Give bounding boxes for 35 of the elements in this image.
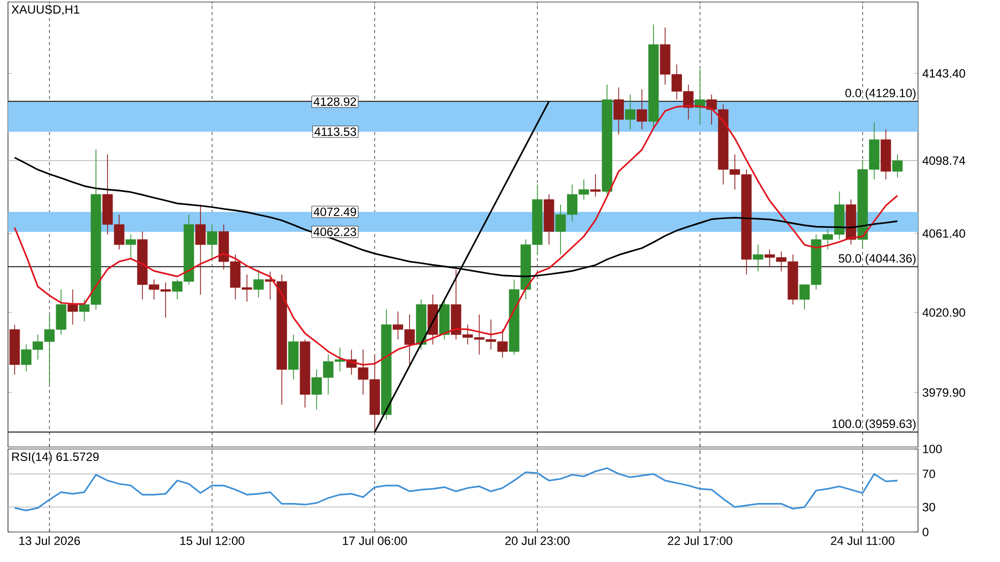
annotation: 4062.23 [314, 228, 356, 236]
x-tick-label: 15 Jul 12:00 [180, 536, 244, 546]
x-tick-label: 13 Jul 2026 [19, 536, 80, 546]
candlestick [590, 174, 601, 197]
y-tick-label: 4061.40 [922, 229, 966, 238]
candlestick [126, 234, 136, 260]
x-tick-label: 22 Jul 17:00 [668, 536, 732, 546]
candlestick [68, 289, 78, 326]
y-tick-label: 30 [922, 502, 936, 512]
candlestick [892, 154, 903, 178]
annotation: 4113.53 [314, 127, 356, 136]
candlestick [195, 204, 206, 295]
ref-line-label: 0.0 (4129.10) [845, 88, 916, 100]
chart-title: RSI(14) 61.5729 [12, 452, 99, 464]
x-tick-label: 20 Jul 23:00 [505, 536, 570, 546]
candlestick [613, 87, 624, 135]
y-tick-label: 4098.74 [922, 156, 966, 165]
annotation: 4128.92 [314, 97, 356, 106]
candlestick [636, 89, 648, 130]
candlestick [625, 94, 636, 130]
y-tick-label: 100 [923, 444, 942, 454]
ref-line-label: 100.0 (3959.63) [832, 419, 916, 430]
candlestick [206, 224, 218, 260]
candlestick [253, 269, 264, 298]
y-tick-label: 70 [922, 470, 936, 478]
x-tick-label: 24 Jul 11:00 [830, 536, 894, 546]
y-tick-label: 3979.90 [922, 388, 966, 397]
ref-line-label: 50.0 (4044.36) [838, 254, 916, 266]
y-tick-label: 4143.40 [922, 69, 966, 78]
x-tick-label: 17 Jul 06:00 [342, 536, 407, 546]
candlestick [752, 244, 764, 272]
y-tick-label: 0 [922, 528, 928, 536]
y-tick-label: 4020.90 [922, 308, 966, 317]
annotation: 4072.49 [314, 208, 356, 216]
chart-title: XAUUSD,H1 [11, 5, 80, 16]
